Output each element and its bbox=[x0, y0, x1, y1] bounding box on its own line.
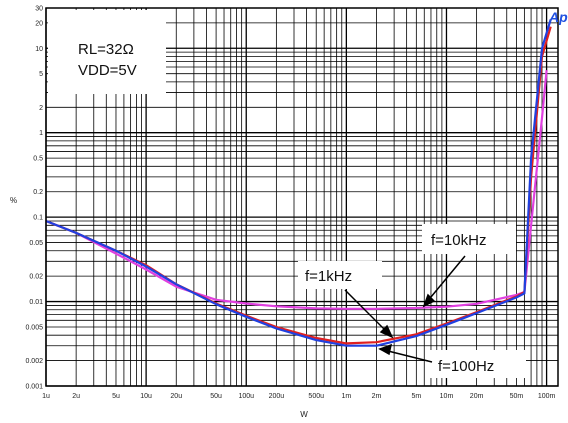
y-tick-label: 0.5 bbox=[33, 156, 43, 163]
brand-logo-icon: Ap bbox=[548, 9, 568, 25]
y-tick-label: 10 bbox=[35, 46, 43, 53]
arrowhead-100hz bbox=[378, 343, 393, 356]
y-tick-label: 0.2 bbox=[33, 189, 43, 196]
y-tick-labels: 0.001 0.002 0.005 0.01 0.02 0.05 0.1 0.2 0.5 1 2 5 1… bbox=[25, 6, 43, 391]
x-tick-label: 200u bbox=[269, 393, 285, 400]
x-tick-label: 100u bbox=[238, 393, 254, 400]
y-tick-label: 20 bbox=[35, 20, 43, 27]
arrow-1khz bbox=[344, 289, 390, 335]
y-tick-label: 0.1 bbox=[33, 215, 43, 222]
plot-frame bbox=[45, 7, 559, 387]
x-tick-label: 1m bbox=[341, 393, 351, 400]
arrow-100hz bbox=[383, 349, 433, 363]
y-tick-label: 5 bbox=[39, 71, 43, 78]
series-line-f-100hz bbox=[45, 19, 552, 347]
x-tick-label: 5u bbox=[112, 393, 120, 400]
y-tick-label: 0.001 bbox=[25, 384, 43, 391]
x-tick-label: 100m bbox=[538, 393, 556, 400]
condition-rl: RL=32Ω bbox=[78, 41, 134, 58]
y-axis-label: % bbox=[10, 196, 17, 205]
arrowhead-10khz bbox=[422, 293, 436, 308]
y-tick-label: 0.01 bbox=[29, 299, 43, 306]
annotation-box-10khz bbox=[422, 224, 516, 254]
x-tick-label: 10m bbox=[440, 393, 454, 400]
x-tick-label: 2m bbox=[372, 393, 382, 400]
annotation-1khz: f=1kHz bbox=[305, 268, 352, 285]
y-tick-label: 0.002 bbox=[25, 358, 43, 365]
y-tick-label: 30 bbox=[35, 6, 43, 13]
x-tick-label: 5m bbox=[411, 393, 421, 400]
arrow-10khz bbox=[425, 255, 466, 304]
x-tick-label: 20u bbox=[170, 393, 182, 400]
conditions-box bbox=[48, 10, 166, 94]
y-tick-label: 0.005 bbox=[25, 324, 43, 331]
x-tick-label: 20m bbox=[470, 393, 484, 400]
x-tick-label: 10u bbox=[140, 393, 152, 400]
x-tick-label: 50m bbox=[510, 393, 524, 400]
x-tick-label: 2u bbox=[72, 393, 80, 400]
annotation-box-100hz bbox=[428, 350, 526, 378]
series-lines bbox=[45, 19, 552, 347]
x-tick-label: 500u bbox=[308, 393, 324, 400]
y-tick-label: 0.05 bbox=[29, 240, 43, 247]
annotation-arrows bbox=[344, 255, 466, 363]
x-tick-labels: 1u 2u 5u 10u 20u 50u 100u 200u 500u 1m 2m 5m 10m 20m 5… bbox=[42, 393, 555, 400]
arrowhead-1khz bbox=[379, 324, 394, 339]
y-tick-label: 0.02 bbox=[29, 274, 43, 281]
x-tick-label: 50u bbox=[210, 393, 222, 400]
annotation-100hz: f=100Hz bbox=[438, 358, 494, 375]
x-tick-label: 1u bbox=[42, 393, 50, 400]
annotation-10khz: f=10kHz bbox=[431, 232, 486, 249]
condition-vdd: VDD=5V bbox=[78, 62, 137, 79]
annotation-box-1khz bbox=[298, 261, 382, 289]
x-axis-label: W bbox=[300, 410, 308, 419]
y-tick-label: 1 bbox=[39, 130, 43, 137]
y-tick-label: 2 bbox=[39, 105, 43, 112]
